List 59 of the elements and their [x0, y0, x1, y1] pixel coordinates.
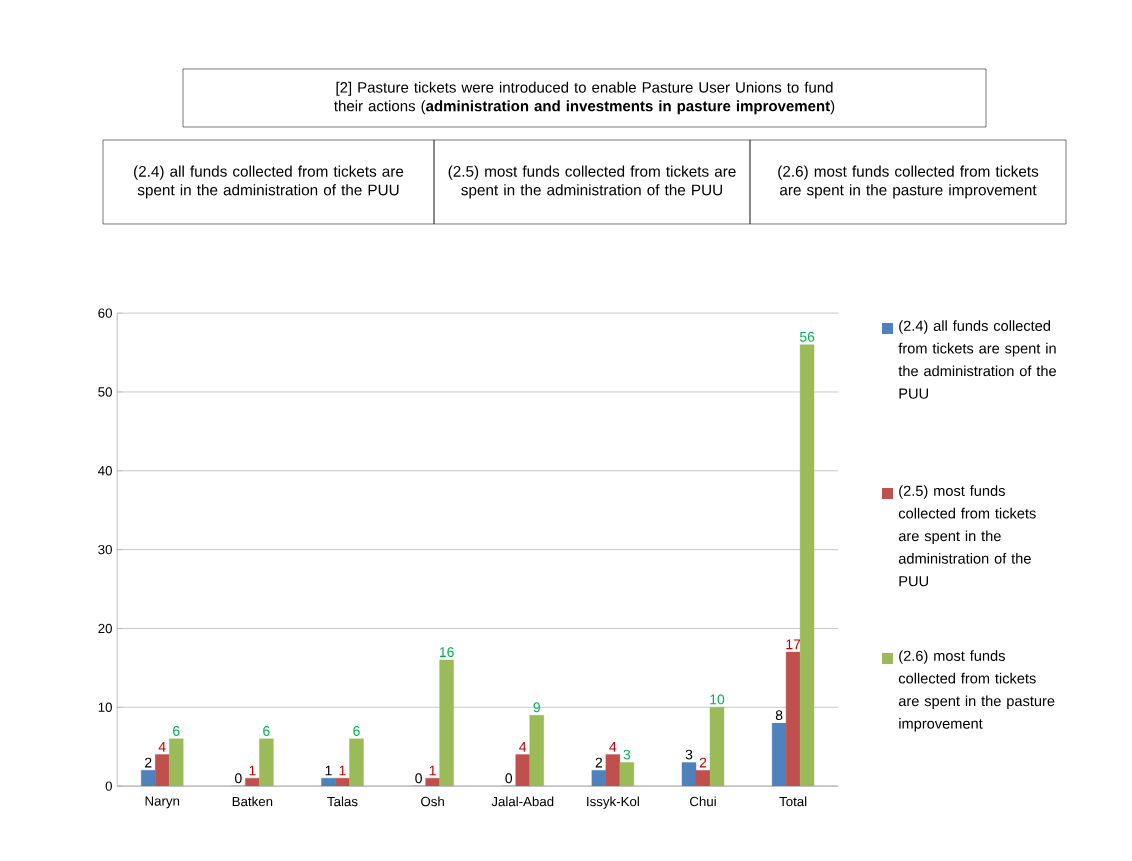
data-label: 0: [505, 773, 513, 784]
data-label: 16: [439, 647, 454, 658]
x-tick-label: Talas: [327, 796, 358, 807]
chart-title: [2] Pasture tickets were introduced to enable Pasture User Unions to fund their actions (administration and investments in pasture improvement): [334, 81, 835, 115]
data-label: 17: [786, 639, 801, 650]
text: (2.4) all funds collected from tickets are spent in the administration of the PUU: [134, 165, 404, 199]
bar: [141, 770, 156, 787]
text: (2.6) most funds collected from tickets are spent in the pasture improvement: [778, 165, 1039, 199]
data-label: 6: [173, 726, 180, 736]
legend-label: (2.6) most funds collected from tickets are spent in the pasture improvement: [898, 650, 1055, 732]
bar: [709, 707, 725, 787]
bar: [619, 762, 635, 787]
data-label: 4: [609, 742, 617, 752]
x-tick-label: Issyk-Kol: [587, 796, 639, 809]
data-label: 6: [263, 726, 270, 736]
data-label: 4: [519, 742, 527, 752]
x-tick-label: Osh: [421, 796, 444, 807]
x-tick-label: Total: [779, 796, 807, 807]
legend-label: (2.5) most funds collected from tickets are spent in the administration of the PUU: [898, 485, 1036, 587]
bar: [591, 770, 607, 787]
data-label: 1: [429, 765, 436, 776]
bar: [349, 738, 364, 787]
data-label: 4: [158, 742, 166, 752]
data-label: 0: [415, 773, 422, 784]
data-label: 1: [249, 765, 256, 776]
bar: [681, 762, 697, 787]
x-tick-label: Batken: [232, 796, 273, 807]
text: (2.5) most funds collected from tickets are spent in the administration of the PUU: [448, 165, 736, 199]
data-label: 6: [353, 726, 360, 736]
data-label: 1: [325, 765, 332, 776]
bar: [169, 738, 184, 787]
y-tick-label: 0: [105, 781, 112, 791]
x-tick-label: Jalal-Abad: [491, 796, 554, 807]
legend-label: (2.4) all funds collected from tickets are spent in the administration of the PUU: [898, 320, 1056, 399]
bar: [799, 344, 815, 787]
data-label: 1: [339, 765, 346, 776]
data-label: 3: [623, 749, 631, 760]
y-tick-label: 50: [98, 387, 112, 397]
bar: [771, 722, 787, 787]
data-label: 2: [699, 757, 707, 768]
x-tick-label: Chui: [689, 796, 716, 807]
y-tick-label: 40: [98, 466, 112, 476]
bar: [321, 778, 336, 787]
x-tick-label: Naryn: [145, 796, 180, 809]
data-label: 2: [145, 757, 152, 768]
data-label: 0: [235, 773, 242, 784]
bar: [439, 659, 454, 787]
data-label: 8: [775, 710, 783, 721]
data-label: 2: [595, 757, 603, 768]
data-label: 3: [685, 749, 693, 760]
y-tick-label: 10: [98, 702, 112, 712]
bar: [259, 738, 274, 787]
y-tick-label: 30: [98, 544, 112, 555]
data-label: 10: [710, 694, 725, 705]
data-label: 56: [799, 331, 815, 342]
y-tick-label: 20: [98, 623, 112, 634]
data-label: 9: [533, 702, 540, 713]
bar: [529, 714, 544, 787]
y-tick-label: 60: [98, 308, 112, 318]
